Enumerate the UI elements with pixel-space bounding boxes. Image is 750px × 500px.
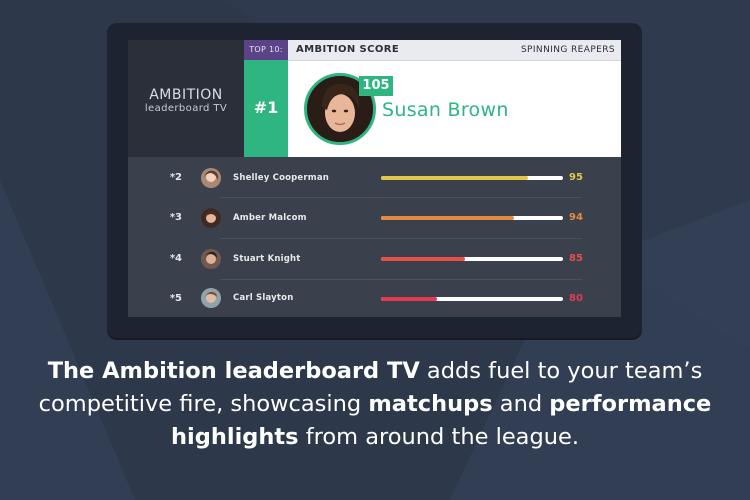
caption-strong: matchups (368, 391, 493, 417)
caption-text: adds fuel to your team’s competitive fir… (38, 358, 703, 417)
row-score: 95 (569, 172, 583, 183)
row-divider (220, 197, 582, 198)
row-avatar (201, 249, 221, 269)
leaderboard-list: *2 Shelley Cooperman 95 *3 Amber Malcom … (128, 157, 621, 317)
leader-score-badge: 105 (359, 76, 393, 96)
row-avatar (201, 168, 221, 188)
ambition-logo: AMBITION (149, 87, 223, 103)
top10-label: TOP 10: (244, 40, 288, 60)
leaderboard-row: *5 Carl Slayton 80 (128, 279, 621, 317)
board-header: AMBITION SCORE SPINNING REAPERS (288, 40, 621, 61)
leader-card: 105 Susan Brown (288, 61, 621, 157)
row-score: 94 (569, 212, 583, 223)
tv-screen: AMBITION leaderboard TV #1 TOP 10: AMBIT… (128, 40, 621, 317)
score-bar-fill (381, 257, 465, 261)
marketing-caption: The Ambition leaderboard TV adds fuel to… (0, 355, 750, 454)
row-score: 80 (569, 293, 583, 304)
score-bar (381, 216, 563, 220)
score-bar (381, 176, 563, 180)
row-rank: *5 (169, 293, 182, 304)
caption-strong: The Ambition leaderboard TV (47, 358, 420, 384)
leader-name: Susan Brown (382, 99, 509, 121)
row-name: Shelley Cooperman (233, 173, 330, 183)
row-avatar (201, 288, 221, 308)
score-bar (381, 257, 563, 261)
caption-text: and (492, 391, 550, 417)
row-avatar (201, 208, 221, 228)
metric-title: AMBITION SCORE (296, 44, 400, 55)
caption-text: from around the league. (298, 424, 579, 450)
caption-strong: performance highlights (171, 391, 712, 450)
row-divider (220, 279, 582, 280)
leader-rank: #1 (253, 98, 279, 117)
row-score: 85 (569, 253, 583, 264)
row-rank: *2 (169, 172, 182, 183)
score-bar-fill (381, 297, 438, 301)
row-rank: *3 (169, 212, 182, 223)
leaderboard-row: *4 Stuart Knight 85 (128, 239, 621, 279)
score-bar-fill (381, 176, 529, 180)
team-name: SPINNING REAPERS (520, 45, 615, 55)
score-bar (381, 297, 563, 301)
brand-panel: AMBITION leaderboard TV (128, 40, 244, 157)
brand-subtitle: leaderboard TV (144, 103, 228, 114)
score-bar-fill (381, 216, 514, 220)
row-rank: *4 (169, 253, 182, 264)
leaderboard-row: *3 Amber Malcom 94 (128, 198, 621, 238)
row-divider (220, 238, 582, 239)
row-name: Carl Slayton (233, 293, 294, 303)
row-name: Stuart Knight (233, 254, 301, 264)
leaderboard-row: *2 Shelley Cooperman 95 (128, 157, 621, 197)
row-name: Amber Malcom (233, 213, 307, 223)
